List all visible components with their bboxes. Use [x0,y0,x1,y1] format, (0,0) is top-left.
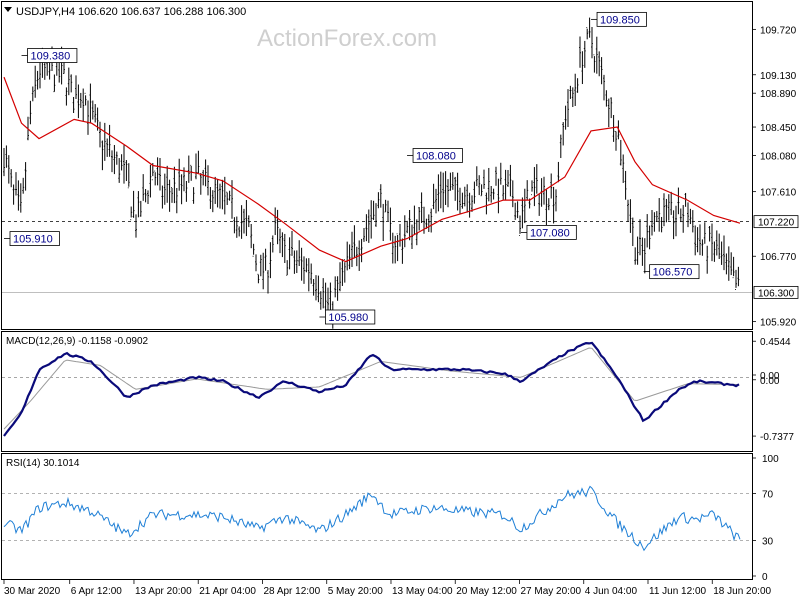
time-tick-label: 13 Apr 20:00 [135,586,192,597]
macd-tick-label: 0.4544 [760,337,791,348]
annotation-label: 107.080 [530,227,570,239]
macd-tick-label: -0.7377 [760,432,794,443]
time-tick-label: 4 Jun 04:00 [585,586,638,597]
price-tick-label: 108.080 [760,152,797,163]
current-price-tag-box [753,285,799,299]
annotation-box [412,148,463,163]
annotation-box [27,48,78,63]
annotation-box [526,225,577,240]
rsi-panel-frame [1,453,753,580]
macd-y-axis: 0.4544 0.000.00 -0.7377 [752,337,794,443]
rsi-tick-label: 100 [762,454,779,465]
ohlc-values: 106.620 106.637 106.288 106.300 [78,6,246,18]
price-tick-label: 108.890 [760,89,797,100]
macd-title: MACD(12,26,9) -0.1158 -0.0902 [6,336,149,347]
price-tick-label: 107.610 [760,188,797,199]
rsi-tick-label: 30 [762,537,774,548]
price-tick-label: 108.450 [760,123,797,134]
time-tick-label: 27 May 20:00 [520,586,581,597]
rsi-tick-label: 0 [762,572,768,583]
macd-signal-line [3,347,739,430]
time-tick-label: 18 Jun 20:00 [713,586,771,597]
rsi-title: RSI(14) 30.1014 [6,458,80,469]
current-price-tag: 106.300 [753,285,799,299]
level-tag-box [753,215,799,229]
time-tick-label: 28 Apr 12:00 [263,586,320,597]
time-tick-label: 21 Apr 04:00 [199,586,256,597]
annotation-label: 106.570 [653,267,693,279]
dropdown-triangle-icon[interactable] [4,7,12,12]
rsi-y-axis: 100 70 30 0 [752,454,779,583]
time-tick-label: 13 May 04:00 [392,586,453,597]
macd-panel-frame [1,331,753,452]
annotation-label: 108.080 [416,151,456,163]
current-price-tag-label: 106.300 [758,288,795,299]
price-panel-frame [1,1,753,330]
price-tick-label: 109.130 [760,71,797,82]
watermark: ActionForex.com [257,25,437,52]
time-tick-label: 6 Apr 12:00 [71,586,123,597]
annotation-box [9,231,60,246]
macd-tick-label: 0.00 [760,371,780,382]
time-tick-label: 30 Mar 2020 [4,586,61,597]
price-bars [3,17,740,329]
price-annotations: 109.380 105.910 108.080 105.980 107.080 109.8… [4,11,700,325]
price-y-axis: 109.720 109.130 108.890 108.450 108.080 107.6… [752,25,797,329]
annotation-label: 105.910 [13,234,53,246]
moving-average-line [3,76,741,263]
annotation-label: 109.380 [31,51,71,63]
time-axis: 30 Mar 2020 6 Apr 12:00 13 Apr 20:00 21 Apr… [3,580,772,597]
time-tick-label: 11 Jun 12:00 [649,586,707,597]
annotation-box [649,264,700,280]
annotation-box [596,11,647,27]
macd-tick-label: 0.00 [760,376,780,387]
symbol-label: USDJPY,H4 [16,6,75,18]
level-tag-label: 107.220 [758,218,795,229]
price-tick-label: 109.720 [760,25,797,36]
time-tick-label: 5 May 20:00 [328,586,383,597]
price-tick-label: 106.770 [760,252,797,263]
rsi-tick-label: 70 [762,489,774,500]
annotation-label: 109.850 [600,14,640,26]
time-tick-label: 20 May 12:00 [456,586,517,597]
annotation-label: 105.980 [328,312,368,324]
annotation-box [325,309,376,325]
price-tick-label: 105.920 [760,318,797,329]
macd-main-line [3,341,740,437]
rsi-level-lines [2,492,752,541]
chart-header: USDJPY,H4 106.620 106.637 106.288 106.30… [4,6,246,18]
rsi-line [3,485,741,552]
level-tag: 107.220 [753,215,799,229]
